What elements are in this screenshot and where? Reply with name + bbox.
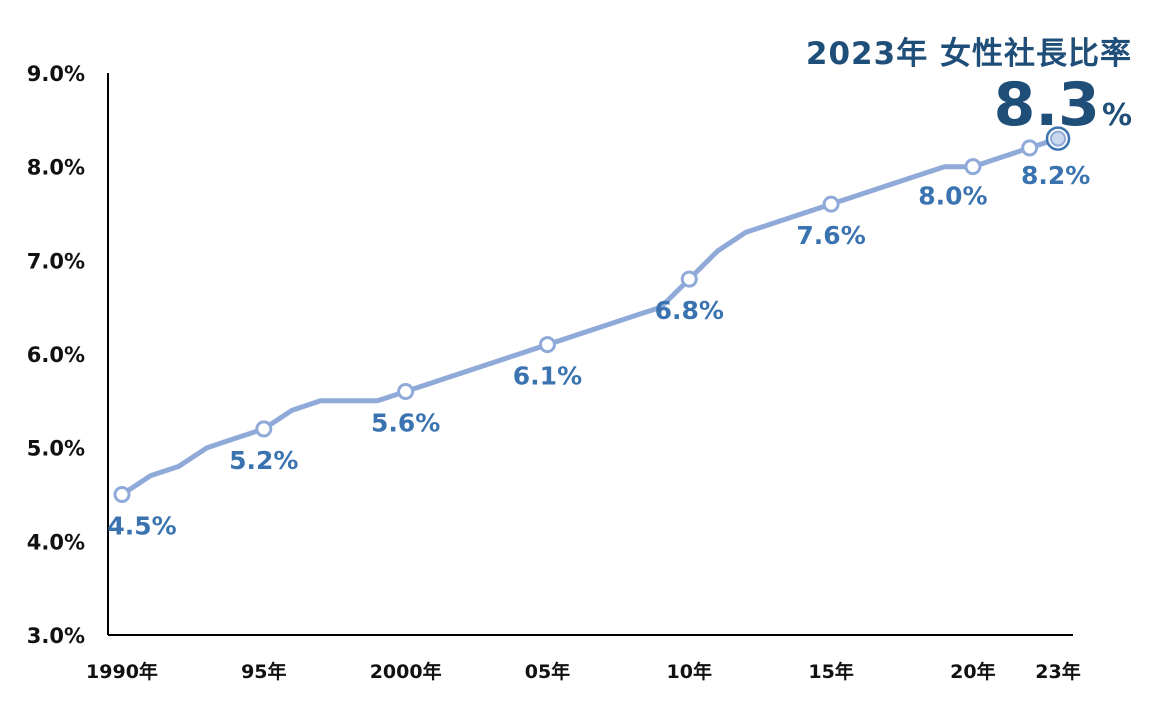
data-point-marker (397, 382, 415, 400)
data-label: 6.8% (655, 296, 724, 325)
highlight-unit: % (1101, 98, 1132, 133)
y-tick-label: 7.0% (27, 249, 85, 273)
data-point-marker (538, 336, 556, 354)
data-label: 7.6% (796, 221, 865, 250)
data-point-marker (1021, 139, 1039, 157)
data-point-marker (113, 486, 131, 503)
x-tick-label: 1990年 (86, 660, 158, 683)
highlight-value: 8.3% (806, 75, 1132, 135)
data-label: 8.0% (918, 182, 987, 211)
data-label: 5.6% (371, 408, 440, 437)
y-tick-label: 3.0% (27, 624, 85, 648)
x-tick-label: 05年 (525, 660, 570, 683)
x-tick-label: 2000年 (370, 660, 442, 683)
series-line (119, 136, 1061, 497)
x-tick-label: 10年 (667, 660, 712, 683)
chart-title-block: 2023年 女性社長比率 8.3% (806, 28, 1132, 135)
data-label: 8.2% (1021, 161, 1090, 190)
y-tick-label: 9.0% (27, 62, 85, 86)
data-point-marker (822, 195, 840, 213)
data-point-marker (255, 420, 273, 438)
x-tick-label: 15年 (808, 660, 853, 683)
chart-title: 2023年 女性社長比率 (805, 36, 1132, 72)
data-label: 5.2% (229, 446, 298, 475)
x-tick-label: 20年 (950, 660, 995, 683)
x-tick-label: 23年 (1035, 660, 1080, 683)
data-point-marker (964, 158, 982, 176)
y-tick-label: 4.0% (27, 530, 85, 554)
data-label: 4.5% (107, 512, 176, 541)
highlight-marker-inner (1050, 130, 1066, 147)
x-tick-label: 95年 (241, 660, 286, 683)
data-label: 6.1% (513, 362, 582, 391)
highlight-number: 8.3 (993, 70, 1100, 140)
y-tick-label: 5.0% (27, 437, 85, 461)
y-tick-label: 8.0% (27, 156, 85, 180)
y-tick-label: 6.0% (27, 343, 85, 367)
data-point-marker (680, 270, 698, 288)
